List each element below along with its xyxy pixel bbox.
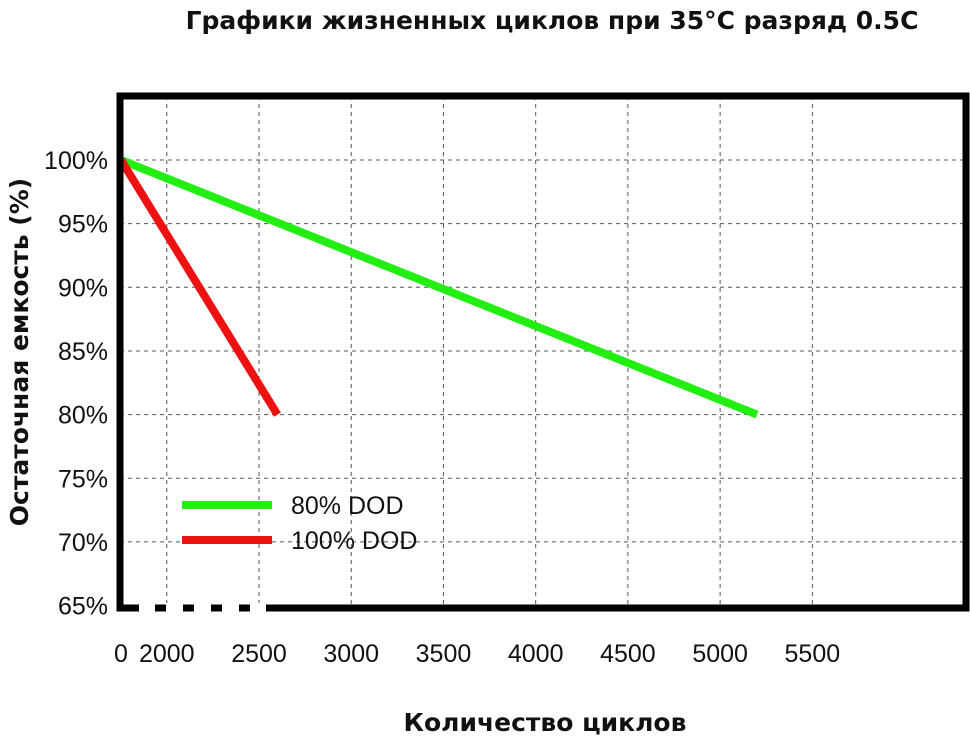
legend-label: 80% DOD xyxy=(291,492,404,520)
y-tick-label: 80% xyxy=(58,402,108,430)
axis-break-marks xyxy=(126,603,286,613)
legend: 80% DOD 100% DOD xyxy=(182,492,417,555)
y-tick-label: 70% xyxy=(58,529,108,557)
y-tick-label: 95% xyxy=(58,211,108,239)
y-tick-label: 75% xyxy=(58,465,108,493)
chart-title: Графики жизненных циклов при 35°C разряд… xyxy=(186,6,919,35)
x-tick-label: 0 xyxy=(114,640,128,668)
axis-break-gap xyxy=(126,603,286,613)
series-lines xyxy=(117,156,759,419)
x-tick-label: 2500 xyxy=(231,640,287,668)
x-tick-label: 2000 xyxy=(139,640,195,668)
y-tick-label: 100% xyxy=(44,147,108,175)
y-tick-label: 85% xyxy=(58,338,108,366)
plot-frame xyxy=(116,92,970,612)
x-axis-label: Количество циклов xyxy=(404,708,687,737)
y-axis-label: Остаточная емкость (%) xyxy=(5,178,34,526)
series-line xyxy=(119,156,759,419)
series-line xyxy=(117,157,281,417)
x-tick-label: 3500 xyxy=(416,640,472,668)
x-tick-label: 4000 xyxy=(508,640,564,668)
x-tick-labels: 0 2000 2500 3000 3500 4000 4500 5000 5500 xyxy=(114,640,840,668)
y-tick-labels: 65% 70% 75% 80% 85% 90% 95% 100% xyxy=(44,147,108,621)
legend-label: 100% DOD xyxy=(291,527,417,555)
grid xyxy=(120,96,966,608)
y-tick-label: 65% xyxy=(58,593,108,621)
x-tick-label: 4500 xyxy=(600,640,656,668)
y-tick-label: 90% xyxy=(58,274,108,302)
x-tick-label: 5500 xyxy=(785,640,841,668)
x-tick-label: 3000 xyxy=(323,640,379,668)
x-tick-label: 5000 xyxy=(692,640,748,668)
